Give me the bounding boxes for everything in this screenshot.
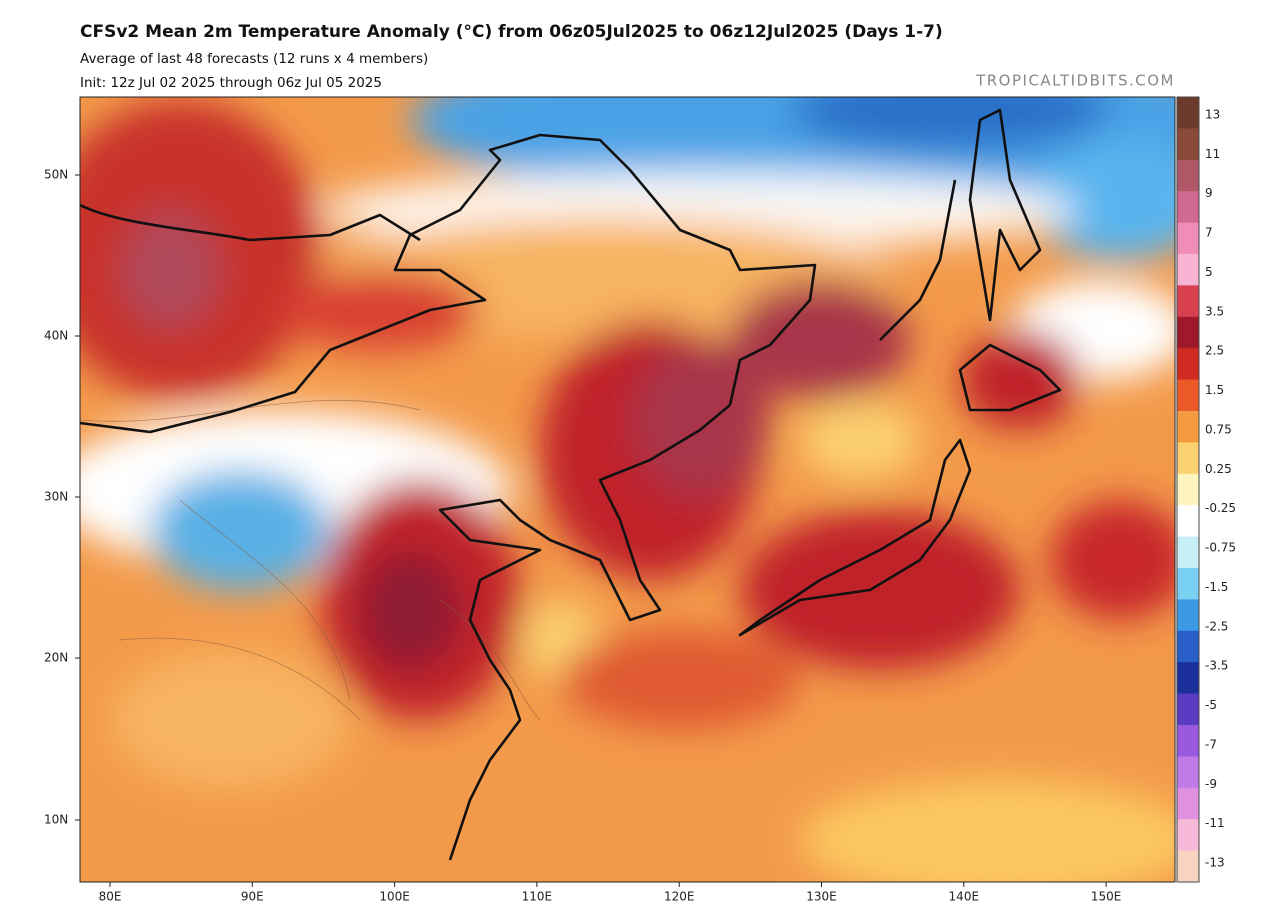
colorbar-swatch — [1177, 285, 1199, 318]
colorbar-swatch — [1177, 128, 1199, 161]
colorbar-swatch — [1177, 693, 1199, 726]
lat-label: 20N — [44, 651, 68, 665]
colorbar-swatch — [1177, 850, 1199, 883]
lon-label: 90E — [241, 890, 264, 904]
colorbar-swatch — [1177, 442, 1199, 475]
colorbar-label: -11 — [1205, 816, 1225, 830]
lon-label: 80E — [99, 890, 122, 904]
colorbar-swatch — [1177, 568, 1199, 600]
colorbar-label: 3.5 — [1205, 304, 1224, 318]
colorbar-label: 5 — [1205, 265, 1213, 279]
watermark: TROPICALTIDBITS.COM — [975, 72, 1175, 90]
colorbar-label: 11 — [1205, 147, 1220, 161]
colorbar-swatch — [1177, 630, 1199, 663]
colorbar-label: -2.5 — [1205, 619, 1228, 633]
colorbar-swatch — [1177, 348, 1199, 381]
lon-label: 130E — [806, 890, 837, 904]
colorbar-label: -3.5 — [1205, 659, 1228, 673]
colorbar-label: -7 — [1205, 737, 1217, 751]
init-text: Init: 12z Jul 02 2025 through 06z Jul 05… — [80, 75, 382, 91]
colorbar-swatch — [1177, 379, 1199, 412]
colorbar-label: -0.75 — [1205, 541, 1236, 555]
lon-label: 110E — [522, 890, 553, 904]
title: CFSv2 Mean 2m Temperature Anomaly (°C) f… — [80, 22, 943, 42]
colorbar-swatch — [1177, 505, 1199, 538]
colorbar-swatch — [1177, 536, 1199, 569]
colorbar-label: -13 — [1205, 856, 1225, 870]
lon-label: 120E — [664, 890, 695, 904]
lat-label: 30N — [44, 490, 68, 504]
colorbar-swatch — [1177, 819, 1199, 852]
colorbar-label: 0.75 — [1205, 422, 1232, 436]
colorbar-swatch — [1177, 725, 1199, 757]
colorbar-swatch — [1177, 473, 1199, 506]
lat-label: 10N — [44, 813, 68, 827]
colorbar-swatch — [1177, 411, 1199, 443]
colorbar-swatch — [1177, 756, 1199, 789]
colorbar-swatch — [1177, 159, 1199, 192]
colorbar-swatch — [1177, 97, 1199, 129]
subtitle: Average of last 48 forecasts (12 runs x … — [80, 51, 428, 67]
colorbar-swatch — [1177, 662, 1199, 695]
colorbar-swatch — [1177, 254, 1199, 286]
colorbar-swatch — [1177, 599, 1199, 632]
colorbar-label: 1.5 — [1205, 383, 1224, 397]
lon-label: 140E — [949, 890, 980, 904]
colorbar-label: -5 — [1205, 698, 1217, 712]
lon-label: 150E — [1091, 890, 1122, 904]
colorbar-label: -9 — [1205, 777, 1217, 791]
colorbar-swatch — [1177, 191, 1199, 224]
colorbar-swatch — [1177, 316, 1199, 349]
colorbar-label: -1.5 — [1205, 580, 1228, 594]
colorbar-label: -0.25 — [1205, 501, 1236, 515]
colorbar-frame — [1176, 96, 1200, 883]
colorbar-label: 9 — [1205, 186, 1213, 200]
colorbar-label: 7 — [1205, 226, 1213, 240]
colorbar-label: 2.5 — [1205, 344, 1224, 358]
lon-label: 100E — [379, 890, 410, 904]
colorbar-label: 0.25 — [1205, 462, 1232, 476]
colorbar-swatch — [1177, 222, 1199, 255]
map — [80, 97, 1175, 882]
lat-label: 50N — [44, 168, 68, 182]
colorbar-label: 13 — [1205, 108, 1220, 122]
colorbar-swatch — [1177, 787, 1199, 820]
lat-label: 40N — [44, 329, 68, 343]
